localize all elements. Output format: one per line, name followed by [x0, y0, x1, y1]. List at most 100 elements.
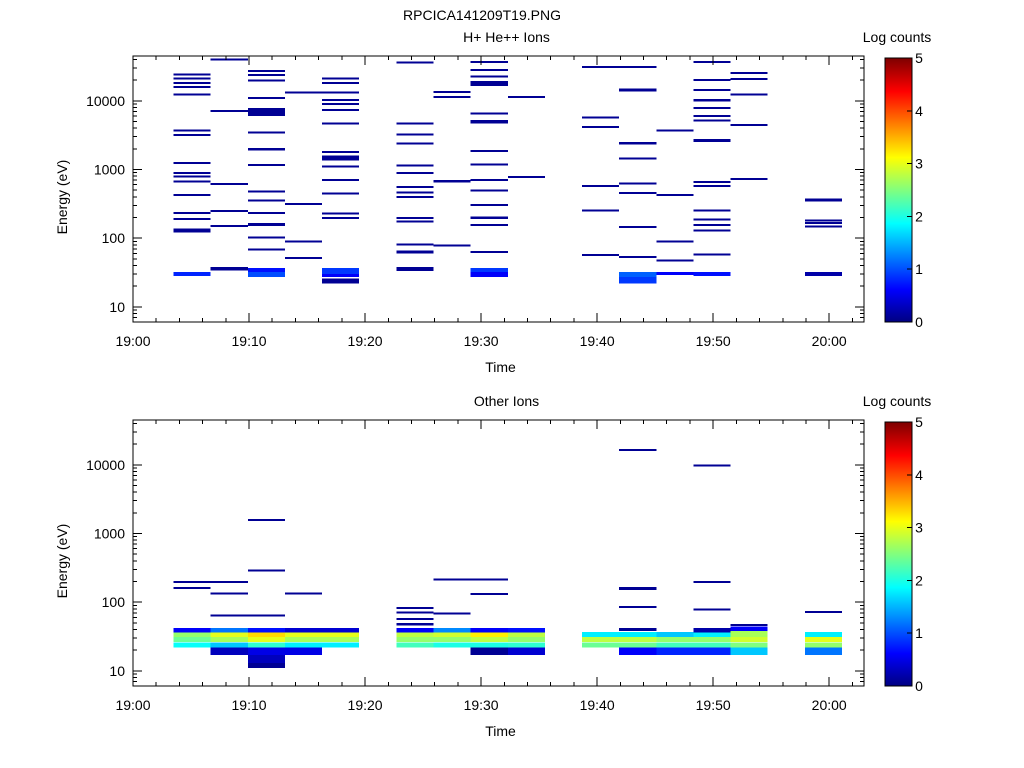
- heatmap-cell: [247, 164, 285, 167]
- heatmap-cell: [322, 82, 360, 85]
- figure-title: RPCICA141209T19.PNG: [403, 7, 561, 23]
- heatmap-cell: [470, 189, 508, 192]
- heatmap-cell: [470, 267, 508, 273]
- colorbar-step: [885, 192, 912, 195]
- heatmap-cell: [322, 212, 360, 215]
- colorbar-step: [885, 108, 912, 111]
- heatmap-cell: [247, 223, 285, 226]
- y-tick-label: 10000: [86, 457, 125, 473]
- heatmap-cell: [247, 79, 285, 82]
- y-tick-label: 1000: [94, 525, 125, 541]
- colorbar-step: [885, 502, 912, 505]
- colorbar-step: [885, 422, 912, 425]
- colorbar-step: [885, 440, 912, 443]
- colorbar-step: [885, 154, 912, 157]
- heatmap-cell: [582, 209, 620, 212]
- heatmap-cell: [582, 253, 620, 256]
- colorbar-step: [885, 188, 912, 191]
- colorbar-step: [885, 206, 912, 209]
- colorbar-step: [885, 178, 912, 181]
- colorbar-step: [885, 132, 912, 135]
- colorbar-step: [885, 460, 912, 463]
- heatmap-cell: [656, 637, 694, 643]
- colorbar-step: [885, 282, 912, 285]
- colorbar-tick-label: 3: [915, 520, 923, 536]
- colorbar-step: [885, 508, 912, 511]
- heatmap-cell: [210, 614, 248, 617]
- heatmap-cell: [804, 219, 842, 222]
- colorbar-step: [885, 514, 912, 517]
- colorbar-step: [885, 260, 912, 263]
- y-axis-label: Energy (eV): [54, 524, 70, 599]
- heatmap-cell: [322, 98, 360, 101]
- colorbar-tick-label: 4: [915, 103, 923, 119]
- heatmap-cell: [322, 642, 360, 648]
- heatmap-cell: [322, 91, 360, 94]
- colorbar-step: [885, 552, 912, 555]
- colorbar-step: [885, 118, 912, 121]
- colorbar-step: [885, 172, 912, 175]
- heatmap-cell: [433, 180, 471, 183]
- colorbar-step: [885, 526, 912, 529]
- colorbar-step: [885, 662, 912, 665]
- colorbar-step: [885, 426, 912, 429]
- colorbar-step: [885, 534, 912, 537]
- colorbar-step: [885, 482, 912, 485]
- x-axis-label: Time: [485, 359, 516, 375]
- heatmap-cell: [619, 631, 657, 638]
- colorbar-step: [885, 104, 912, 107]
- x-tick-label: 19:40: [580, 697, 615, 713]
- heatmap-cell: [507, 642, 545, 648]
- heatmap-cell: [396, 164, 434, 167]
- heatmap-cell: [247, 199, 285, 202]
- heatmap-cell: [619, 182, 657, 185]
- colorbar-step: [885, 320, 912, 323]
- colorbar-step: [885, 672, 912, 675]
- heatmap-cell: [210, 632, 248, 638]
- colorbar-tick-label: 1: [915, 261, 923, 277]
- heatmap-cell: [470, 592, 508, 595]
- colorbar-step: [885, 224, 912, 227]
- colorbar-step: [885, 278, 912, 281]
- colorbar-step: [885, 496, 912, 499]
- heatmap-cell: [693, 464, 731, 467]
- colorbar-step: [885, 590, 912, 593]
- heatmap-cell: [619, 88, 657, 92]
- colorbar-step: [885, 644, 912, 647]
- heatmap-cell: [656, 272, 694, 275]
- colorbar-step: [885, 100, 912, 103]
- x-tick-label: 19:40: [580, 333, 615, 349]
- heatmap-cell: [396, 122, 434, 125]
- heatmap-cell: [656, 647, 694, 655]
- colorbar-step: [885, 306, 912, 309]
- heatmap-cell: [247, 632, 285, 638]
- heatmap-cell: [470, 224, 508, 226]
- heatmap-cell: [396, 172, 434, 174]
- heatmap-cell: [396, 133, 434, 136]
- heatmap-cell: [470, 119, 508, 124]
- heatmap-cell: [693, 115, 731, 118]
- x-tick-label: 19:00: [115, 333, 150, 349]
- colorbar-step: [885, 656, 912, 659]
- colorbar-step: [885, 618, 912, 621]
- colorbar-step: [885, 488, 912, 491]
- colorbar-step: [885, 140, 912, 143]
- colorbar-step: [885, 196, 912, 199]
- heatmap-cell: [210, 58, 248, 61]
- colorbar-step: [885, 200, 912, 203]
- heatmap-cell: [247, 637, 285, 643]
- heatmap-cell: [470, 642, 508, 648]
- heatmap-cell: [247, 69, 285, 72]
- heatmap-cell: [804, 225, 842, 228]
- colorbar-step: [885, 574, 912, 577]
- colorbar-tick-label: 1: [915, 625, 923, 641]
- colorbar-step: [885, 60, 912, 63]
- colorbar-step: [885, 470, 912, 473]
- colorbar-step: [885, 636, 912, 639]
- heatmap-cell: [433, 632, 471, 638]
- colorbar-step: [885, 280, 912, 283]
- heatmap-cell: [247, 614, 285, 617]
- x-tick-label: 19:20: [348, 697, 383, 713]
- colorbar-step: [885, 116, 912, 119]
- colorbar-step: [885, 244, 912, 247]
